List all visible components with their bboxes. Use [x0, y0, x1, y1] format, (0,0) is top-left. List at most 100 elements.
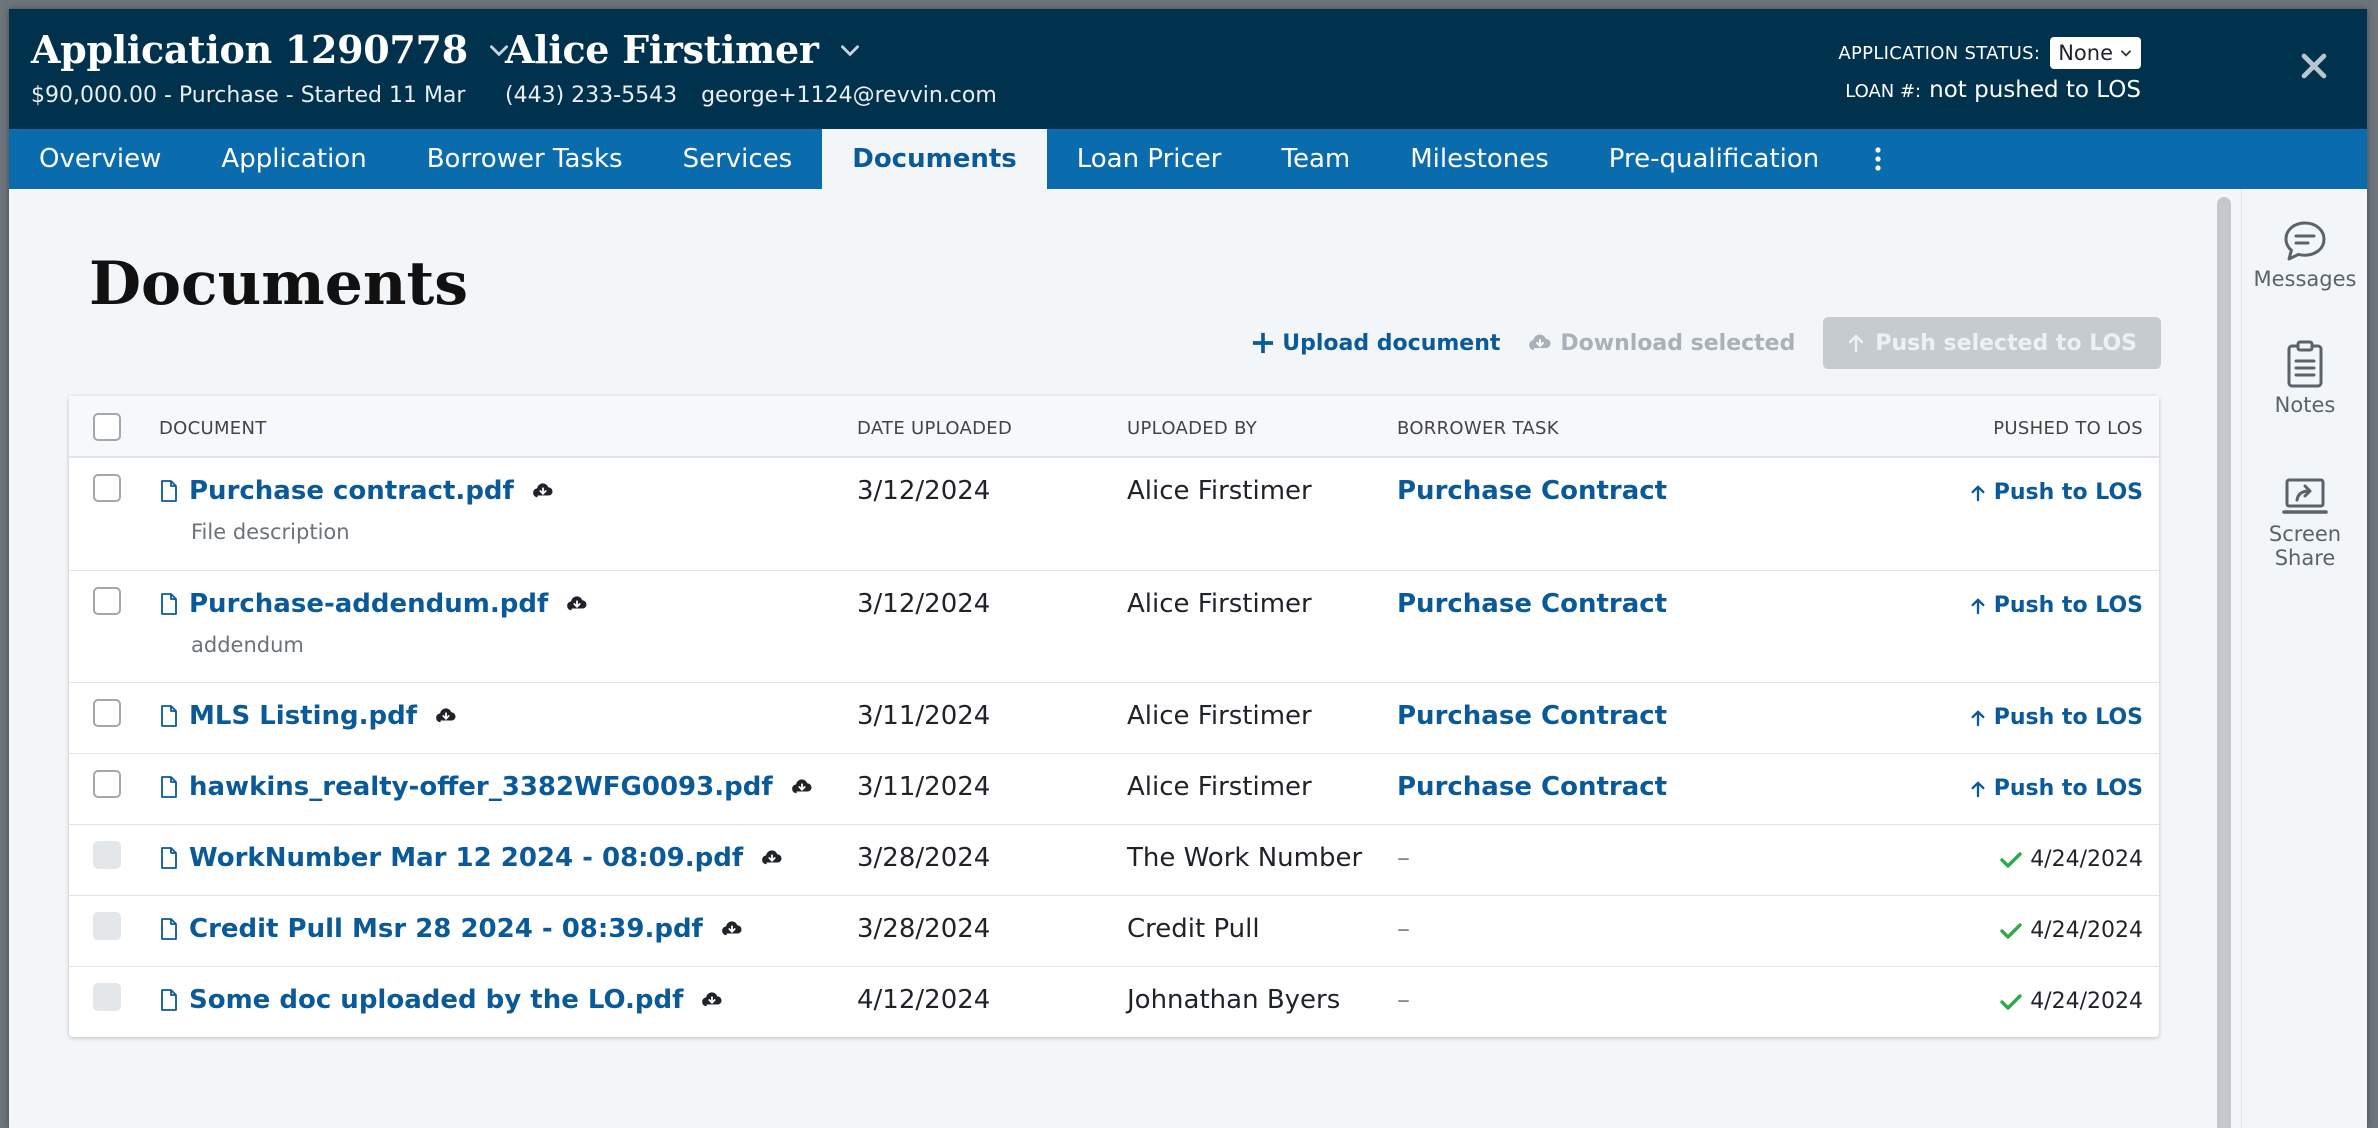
push-selected-button[interactable]: Push selected to LOS [1823, 317, 2161, 369]
application-status-label: APPLICATION STATUS: [1838, 42, 2041, 64]
arrow-up-icon [1849, 334, 1864, 353]
push-to-los-button[interactable]: Push to LOS [1970, 705, 2143, 730]
cloud-download-icon[interactable] [532, 482, 554, 500]
push-to-los-label: Push to LOS [1993, 776, 2143, 801]
close-icon[interactable] [2297, 49, 2331, 83]
document-link[interactable]: Some doc uploaded by the LO.pdf [189, 985, 684, 1015]
borrower-task-link[interactable]: Purchase Contract [1397, 772, 1668, 802]
document-link[interactable]: MLS Listing.pdf [189, 701, 418, 731]
document-link[interactable]: WorkNumber Mar 12 2024 - 08:09.pdf [189, 843, 744, 873]
document-link[interactable]: Credit Pull Msr 28 2024 - 08:39.pdf [189, 914, 703, 944]
select-all-checkbox[interactable] [93, 413, 121, 441]
row-checkbox[interactable] [93, 474, 121, 502]
arrow-up-icon [1971, 485, 1985, 501]
screen-share-label: Screen [2268, 522, 2342, 546]
application-title[interactable]: Application 1290778 [31, 27, 512, 72]
borrower-task: – [1397, 985, 1410, 1015]
status-area: APPLICATION STATUS: None LOAN #: not pus… [1838, 37, 2141, 103]
tab-services[interactable]: Services [682, 144, 793, 174]
borrower-task-link[interactable]: Purchase Contract [1397, 476, 1668, 506]
row-checkbox[interactable] [93, 587, 121, 615]
scrollbar-thumb[interactable] [2217, 197, 2231, 1128]
tab-borrower-tasks[interactable]: Borrower Tasks [426, 144, 623, 174]
cloud-download-icon[interactable] [435, 707, 457, 725]
push-to-los-label: Push to LOS [1993, 705, 2143, 730]
tab-pre-qualification[interactable]: Pre-qualification [1608, 144, 1820, 174]
upload-document-label: Upload document [1282, 330, 1501, 356]
scrollbar[interactable] [2207, 189, 2241, 1128]
document-cell: MLS Listing.pdf [159, 701, 457, 731]
screen-share-button[interactable]: Screen Share [2242, 474, 2367, 570]
page-title: Documents [89, 249, 468, 319]
download-selected-button[interactable]: Download selected [1528, 331, 1795, 356]
message-icon [2284, 221, 2326, 261]
push-to-los-button[interactable]: Push to LOS [1970, 776, 2143, 801]
document-link[interactable]: Purchase contract.pdf [189, 476, 514, 506]
chevron-down-icon[interactable] [486, 37, 512, 63]
application-status-select[interactable]: None [2050, 37, 2141, 69]
tab-documents[interactable]: Documents [822, 129, 1047, 189]
push-to-los-button[interactable]: Push to LOS [1970, 593, 2143, 618]
loan-number-label: LOAN #: [1845, 81, 1922, 102]
cloud-download-icon[interactable] [701, 991, 723, 1009]
column-header-document: DOCUMENT [159, 418, 267, 439]
side-panel: Messages Notes Screen Share [2241, 189, 2367, 1128]
document-cell: Purchase-addendum.pdf addendum [159, 589, 588, 657]
uploaded-by: Credit Pull [1127, 914, 1260, 944]
pushed-to-los-cell: Push to LOS [1970, 480, 2143, 505]
row-checkbox[interactable] [93, 770, 121, 798]
borrower-task-link[interactable]: Purchase Contract [1397, 589, 1668, 619]
borrower-task: Purchase Contract [1397, 772, 1667, 802]
chevron-down-icon[interactable] [837, 37, 863, 63]
upload-document-button[interactable]: Upload document [1252, 331, 1500, 356]
notes-button[interactable]: Notes [2242, 339, 2367, 417]
date-uploaded: 3/11/2024 [857, 772, 991, 802]
tab-application[interactable]: Application [221, 144, 367, 174]
messages-button[interactable]: Messages [2242, 219, 2367, 291]
tab-loan-pricer[interactable]: Loan Pricer [1076, 144, 1222, 174]
uploaded-by: Alice Firstimer [1127, 476, 1312, 506]
borrower-phone: (443) 233-5543 [505, 83, 678, 108]
borrower-task: – [1397, 914, 1410, 944]
push-to-los-button[interactable]: Push to LOS [1970, 480, 2143, 505]
uploaded-by: The Work Number [1127, 843, 1363, 873]
date-uploaded: 3/28/2024 [857, 843, 991, 873]
document-link[interactable]: Purchase-addendum.pdf [189, 589, 549, 619]
file-icon [161, 593, 177, 615]
row-checkbox[interactable] [93, 699, 121, 727]
borrower-task-link[interactable]: Purchase Contract [1397, 701, 1668, 731]
cloud-download-icon[interactable] [566, 595, 588, 613]
tab-bar: Overview Application Borrower Tasks Serv… [9, 129, 2367, 189]
more-tabs-button[interactable] [1849, 129, 1907, 189]
borrower-task: – [1397, 843, 1410, 873]
chevron-down-icon [2121, 50, 2131, 57]
table-row: Some doc uploaded by the LO.pdf 4/12/2024… [69, 967, 2159, 1037]
pushed-date-text: 4/24/2024 [2030, 847, 2143, 872]
plus-icon [1253, 332, 1274, 354]
table-header: DOCUMENT DATE UPLOADED UPLOADED BY BORRO… [69, 396, 2159, 458]
tab-team[interactable]: Team [1281, 144, 1351, 174]
borrower-name[interactable]: Alice Firstimer [505, 27, 863, 72]
document-cell: WorkNumber Mar 12 2024 - 08:09.pdf [159, 843, 783, 873]
table-row: Purchase contract.pdf File description 3/1… [69, 458, 2159, 571]
cloud-download-icon[interactable] [721, 920, 743, 938]
document-cell: hawkins_realty-offer_3382WFG0093.pdf [159, 772, 813, 802]
document-name: WorkNumber Mar 12 2024 - 08:09.pdf [159, 843, 783, 873]
arrow-up-icon [1971, 598, 1985, 614]
file-icon [161, 480, 177, 502]
uploaded-by: Alice Firstimer [1127, 772, 1312, 802]
push-to-los-label: Push to LOS [1993, 480, 2143, 505]
uploaded-by: Alice Firstimer [1127, 589, 1312, 619]
cloud-download-icon[interactable] [761, 849, 783, 867]
push-to-los-label: Push to LOS [1993, 593, 2143, 618]
application-title-text: Application 1290778 [31, 27, 468, 72]
download-selected-label: Download selected [1560, 330, 1796, 356]
table-row: WorkNumber Mar 12 2024 - 08:09.pdf 3/28/2… [69, 825, 2159, 896]
document-link[interactable]: hawkins_realty-offer_3382WFG0093.pdf [189, 772, 773, 802]
file-icon [161, 776, 177, 798]
screen-share-icon [2282, 478, 2328, 514]
tab-milestones[interactable]: Milestones [1410, 144, 1549, 174]
cloud-download-icon[interactable] [791, 778, 813, 796]
tab-overview[interactable]: Overview [39, 144, 162, 174]
borrower-task-empty: – [1397, 914, 1410, 944]
